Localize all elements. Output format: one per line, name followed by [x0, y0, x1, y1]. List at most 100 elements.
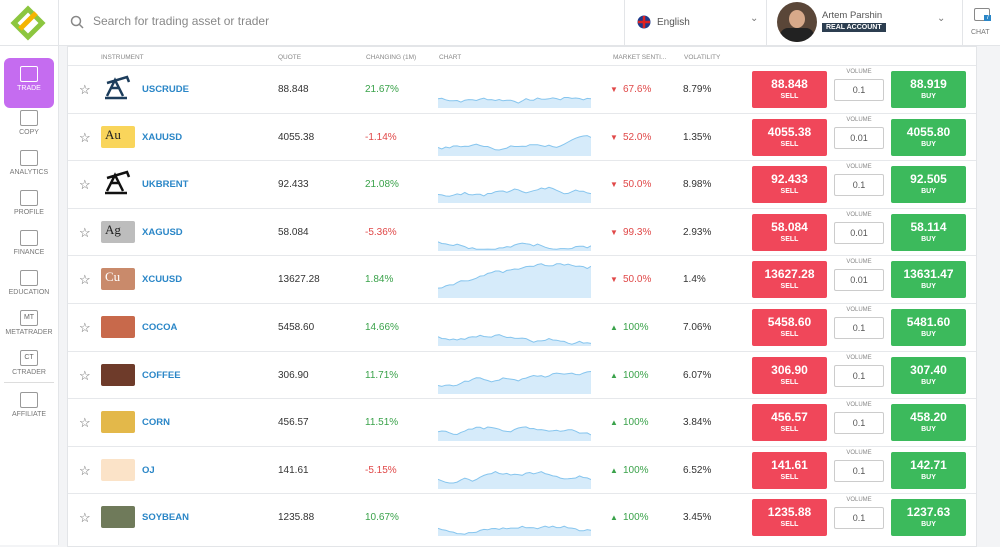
buy-button[interactable]: 58.114 BUY	[891, 213, 966, 251]
volatility: 1.4%	[683, 274, 706, 286]
sell-price: 1235.88	[767, 505, 812, 520]
sentiment-arrow: ▲	[610, 418, 618, 428]
sell-label: SELL	[780, 188, 799, 196]
buy-button[interactable]: 92.505 BUY	[891, 166, 966, 204]
sparkline	[437, 167, 592, 208]
favorite-star[interactable]: ☆	[79, 320, 91, 335]
instrument-icon	[101, 458, 135, 481]
sentiment-arrow: ▲	[610, 513, 618, 523]
nav-item[interactable]: EDUCATION	[4, 270, 54, 296]
buy-button[interactable]: 88.919 BUY	[891, 71, 966, 108]
volume-input[interactable]: 0.1	[834, 79, 884, 101]
sell-button[interactable]: 92.433 SELL	[752, 166, 827, 204]
sell-button[interactable]: 306.90 SELL	[752, 356, 827, 394]
buy-button[interactable]: 458.20 BUY	[891, 404, 966, 442]
instrument-icon: Ag	[101, 220, 135, 243]
nav-icon	[20, 270, 38, 286]
instrument-row[interactable]: ☆ CORN 456.57 11.51% ▲ 100% 3.84% 456.57 SELL VOL…	[68, 398, 976, 446]
instrument-row[interactable]: ☆ COFFEE 306.90 11.71% ▲ 100% 6.07% 306.90 SELL V…	[68, 350, 976, 399]
instrument-row[interactable]: ☆ Ag XAGUSD 58.084 -5.36% ▼ 99.3% 2.93% 58.084 SE…	[68, 207, 976, 256]
favorite-star[interactable]: ☆	[79, 224, 91, 240]
instrument-table: INSTRUMENT QUOTE CHANGING (1M) CHART MARKET …	[67, 46, 977, 547]
instrument-row[interactable]: ☆ Au XAUUSD 4055.38 -1.14% ▼ 52.0% 1.35% 4055.38…	[68, 112, 976, 161]
instrument-name[interactable]: XAUUSD	[142, 131, 183, 143]
buy-button[interactable]: 1237.63 BUY	[891, 499, 966, 537]
sell-button[interactable]: 456.57 SELL	[752, 404, 827, 442]
search-input[interactable]: Search for trading asset or trader	[93, 14, 270, 28]
favorite-star[interactable]: ☆	[79, 367, 91, 383]
instrument-row[interactable]: ☆ Cu XCUUSD 13627.28 1.84% ▼ 50.0% 1.4% 13627.28…	[68, 255, 976, 303]
volume-input[interactable]: 0.1	[834, 317, 884, 339]
instrument-row[interactable]: ☆ COCOA 5458.60 14.66% ▲ 100% 7.06% 5458.60 SELL…	[68, 303, 976, 351]
nav-item[interactable]: MT METATRADER	[4, 310, 54, 336]
change: 21.67%	[365, 84, 399, 95]
buy-button[interactable]: 5481.60 BUY	[891, 309, 966, 346]
instrument-row[interactable]: ☆ SOYBEAN 1235.88 10.67% ▲ 100% 3.45% 1235.88 SE…	[68, 493, 976, 541]
instrument-name[interactable]: SOYBEAN	[142, 512, 189, 524]
nav-item[interactable]: PROFILE	[4, 190, 54, 216]
volume-input[interactable]: 0.1	[834, 412, 884, 435]
instrument-name[interactable]: USCRUDE	[142, 84, 189, 95]
volume-input[interactable]: 0.01	[834, 269, 884, 292]
sell-button[interactable]: 88.848 SELL	[752, 71, 827, 108]
buy-button[interactable]: 13631.47 BUY	[891, 261, 966, 299]
instrument-name[interactable]: UKBRENT	[142, 179, 189, 191]
instrument-name[interactable]: COCOA	[142, 322, 178, 333]
sell-button[interactable]: 58.084 SELL	[752, 213, 827, 251]
buy-label: BUY	[921, 188, 936, 196]
sell-button[interactable]: 4055.38 SELL	[752, 118, 827, 156]
instrument-name[interactable]: CORN	[142, 417, 170, 429]
volume-input[interactable]: 0.1	[834, 507, 884, 530]
favorite-star[interactable]: ☆	[79, 272, 91, 288]
volume: VOLUME 0.1	[834, 164, 884, 197]
column-header: CHANGING (1M)	[366, 54, 417, 61]
favorite-star[interactable]: ☆	[79, 129, 91, 145]
nav-item[interactable]: FINANCE	[4, 230, 54, 256]
favorite-star[interactable]: ☆	[79, 415, 91, 431]
nav-label: TRADE	[17, 85, 41, 92]
sentiment: 100%	[623, 464, 649, 476]
volume-input[interactable]: 0.1	[834, 174, 884, 197]
sparkline	[437, 120, 592, 161]
instrument-name[interactable]: XAGUSD	[142, 226, 183, 238]
instrument-row[interactable]: ☆ USCRUDE 88.848 21.67% ▼ 67.6% 8.79% 88.848 SEL…	[68, 65, 976, 113]
favorite-star[interactable]: ☆	[79, 462, 91, 478]
sell-price: 141.61	[771, 457, 808, 472]
buy-button[interactable]: 142.71 BUY	[891, 451, 966, 489]
instrument-name[interactable]: XCUUSD	[142, 274, 183, 286]
sell-button[interactable]: 13627.28 SELL	[752, 261, 827, 299]
instrument-name[interactable]: COFFEE	[142, 369, 181, 381]
nav-icon	[20, 392, 38, 408]
nav-icon	[20, 66, 38, 82]
nav-item[interactable]: COPY	[4, 110, 54, 136]
chat[interactable]: CHAT	[971, 29, 990, 36]
buy-button[interactable]: 307.40 BUY	[891, 356, 966, 394]
language[interactable]: English	[657, 17, 690, 28]
volume-input[interactable]: 0.1	[834, 459, 884, 482]
sell-button[interactable]: 1235.88 SELL	[752, 499, 827, 537]
nav-item[interactable]: TRADE	[4, 58, 54, 108]
sentiment: 100%	[623, 369, 649, 381]
instrument-icon	[101, 316, 135, 338]
nav-item[interactable]: CT CTRADER	[4, 350, 54, 376]
favorite-star[interactable]: ☆	[79, 82, 91, 97]
nav-item[interactable]: AFFILIATE	[4, 392, 54, 418]
buy-price: 5481.60	[906, 315, 951, 329]
buy-button[interactable]: 4055.80 BUY	[891, 118, 966, 156]
volume-input[interactable]: 0.01	[834, 126, 884, 149]
volume-input[interactable]: 0.01	[834, 221, 884, 244]
volume-input[interactable]: 0.1	[834, 364, 884, 387]
sell-price: 306.90	[771, 362, 808, 377]
instrument-icon: Au	[101, 125, 135, 148]
sell-button[interactable]: 141.61 SELL	[752, 451, 827, 489]
nav-label: AFFILIATE	[11, 411, 47, 418]
instrument-row[interactable]: ☆ OJ 141.61 -5.15% ▲ 100% 6.52% 141.61 SELL VOLUM…	[68, 445, 976, 494]
sell-price: 5458.60	[767, 315, 812, 329]
nav-item[interactable]: ANALYTICS	[4, 150, 54, 176]
favorite-star[interactable]: ☆	[79, 177, 91, 193]
instrument-row[interactable]: ☆ UKBRENT 92.433 21.08% ▼ 50.0% 8.98% 92.433 SEL…	[68, 160, 976, 208]
instrument-name[interactable]: OJ	[142, 464, 155, 476]
favorite-star[interactable]: ☆	[79, 510, 91, 526]
sparkline	[437, 262, 592, 303]
sell-button[interactable]: 5458.60 SELL	[752, 309, 827, 346]
